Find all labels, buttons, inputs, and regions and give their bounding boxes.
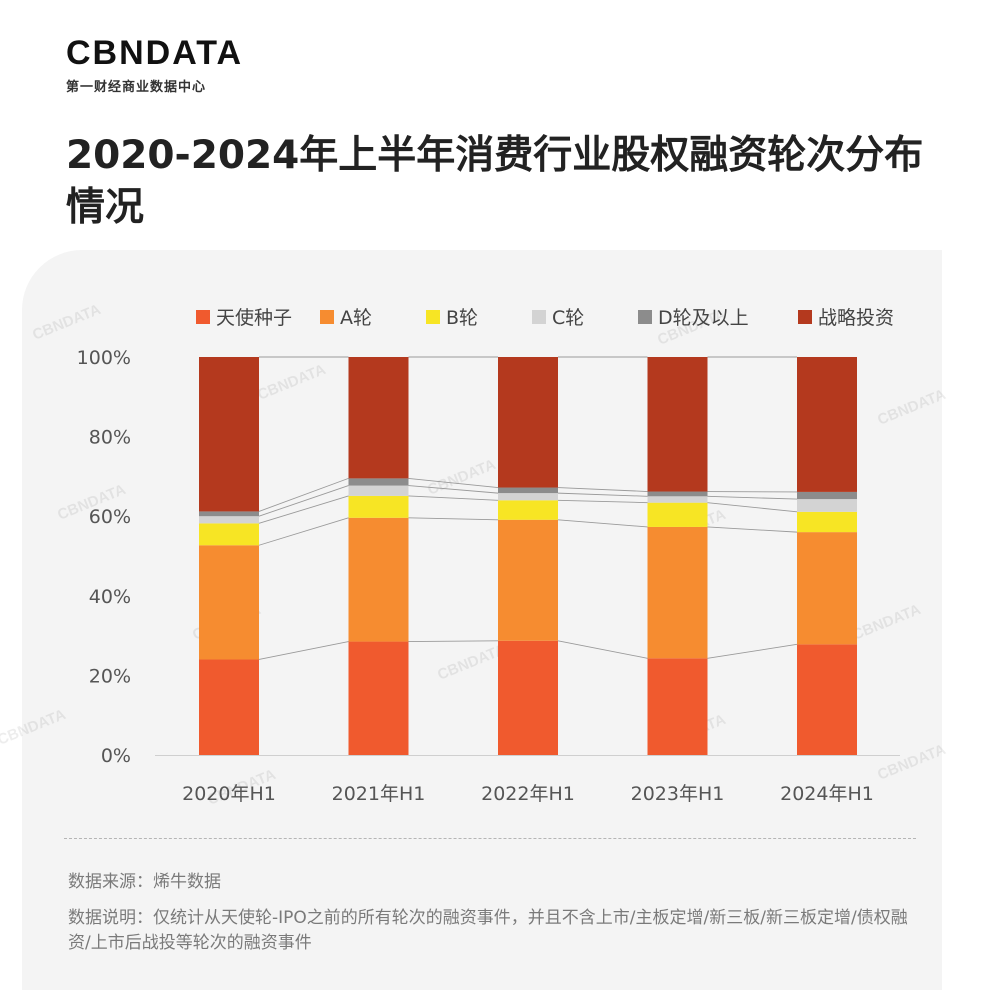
series-connector-line xyxy=(707,526,798,533)
legend-swatch xyxy=(426,310,440,324)
legend-label: D轮及以上 xyxy=(658,307,749,329)
series-connector-line xyxy=(707,502,798,513)
series-connector-line xyxy=(258,495,349,524)
divider xyxy=(64,838,916,839)
bar-segment xyxy=(797,511,857,533)
x-tick-label: 2020年H1 xyxy=(182,783,276,805)
legend-swatch xyxy=(638,310,652,324)
legend-swatch xyxy=(320,310,334,324)
data-description-note: 数据说明：仅统计从天使轮-IPO之前的所有轮次的融资事件，并且不含上市/主板定增… xyxy=(68,908,908,953)
y-tick-label: 0% xyxy=(101,745,131,767)
watermark: CBNDATA xyxy=(255,361,328,404)
series-connector-line xyxy=(557,492,648,497)
watermark: CBNDATA xyxy=(30,301,103,344)
watermark: CBNDATA xyxy=(875,386,948,429)
series-connector-line xyxy=(258,485,349,517)
y-tick-label: 80% xyxy=(89,427,131,449)
series-connector-line xyxy=(258,477,349,512)
bar-segment xyxy=(348,478,409,486)
bar-segment xyxy=(797,491,857,500)
y-tick-label: 60% xyxy=(89,506,131,528)
bar-segment xyxy=(498,493,558,501)
bar-segment xyxy=(498,519,558,641)
bar-segment xyxy=(199,516,259,524)
watermark: CBNDATA xyxy=(875,741,948,784)
logo-subtitle: 第一财经商业数据中心 xyxy=(66,80,207,95)
brand-logo: CBNDATA 第一财经商业数据中心 xyxy=(66,36,243,95)
bar-segment xyxy=(647,491,708,497)
x-tick-label: 2021年H1 xyxy=(332,783,426,805)
bar-segment xyxy=(797,644,857,755)
series-connector-line xyxy=(258,517,349,546)
bar-segment xyxy=(647,502,708,527)
bar-segment xyxy=(348,517,409,642)
bar-segment xyxy=(797,532,857,645)
series-connector-line xyxy=(408,485,499,494)
series-connector-line xyxy=(258,641,349,660)
x-tick-label: 2023年H1 xyxy=(631,783,725,805)
series-connector-line xyxy=(408,495,499,501)
bar-segment xyxy=(647,658,708,755)
bar-segment xyxy=(498,640,558,755)
x-tick-label: 2022年H1 xyxy=(481,783,575,805)
bar-segment xyxy=(199,357,259,512)
series-connector-line xyxy=(408,640,499,643)
bar-segment xyxy=(498,487,558,494)
bar-segment xyxy=(348,641,409,755)
y-tick-label: 20% xyxy=(89,665,131,687)
logo-wordmark: CBNDATA xyxy=(66,34,244,72)
bar-segment xyxy=(797,357,857,492)
legend-label: B轮 xyxy=(446,307,478,329)
bar-segment xyxy=(647,526,708,659)
watermark: CBNDATA xyxy=(850,601,923,644)
series-connector-line xyxy=(557,499,648,504)
bar-segment xyxy=(498,500,558,520)
y-tick-label: 40% xyxy=(89,586,131,608)
bar-segment xyxy=(348,495,409,518)
series-connector-line xyxy=(557,519,648,528)
series-connector-line xyxy=(557,487,648,492)
bar-segment xyxy=(199,511,259,517)
bar-segment xyxy=(348,357,409,479)
x-tick-label: 2024年H1 xyxy=(780,783,874,805)
bar-segment xyxy=(647,496,708,503)
page-title: 2020-2024年上半年消费行业股权融资轮次分布情况 xyxy=(66,133,924,230)
bar-segment xyxy=(199,659,259,755)
y-tick-label: 100% xyxy=(77,347,131,369)
bar-segment xyxy=(348,485,409,496)
bar-segment xyxy=(498,357,558,488)
legend-label: 天使种子 xyxy=(216,307,292,329)
watermark: CBNDATA xyxy=(0,706,68,749)
legend-swatch xyxy=(798,310,812,324)
legend-label: A轮 xyxy=(340,307,372,329)
series-connector-line xyxy=(557,640,648,659)
legend-label: 战略投资 xyxy=(818,307,894,329)
legend-swatch xyxy=(196,310,210,324)
watermark: CBNDATA xyxy=(435,641,508,684)
bar-segment xyxy=(797,499,857,512)
legend-label: C轮 xyxy=(552,307,584,329)
bar-segment xyxy=(199,545,259,660)
series-connector-line xyxy=(707,643,798,659)
bar-segment xyxy=(199,523,259,546)
legend-swatch xyxy=(532,310,546,324)
chart-card xyxy=(22,250,942,990)
series-connector-line xyxy=(707,495,798,500)
series-connector-line xyxy=(408,477,499,488)
bar-segment xyxy=(647,357,708,492)
series-connector-line xyxy=(408,517,499,521)
data-source-note: 数据来源：烯牛数据 xyxy=(68,872,221,892)
